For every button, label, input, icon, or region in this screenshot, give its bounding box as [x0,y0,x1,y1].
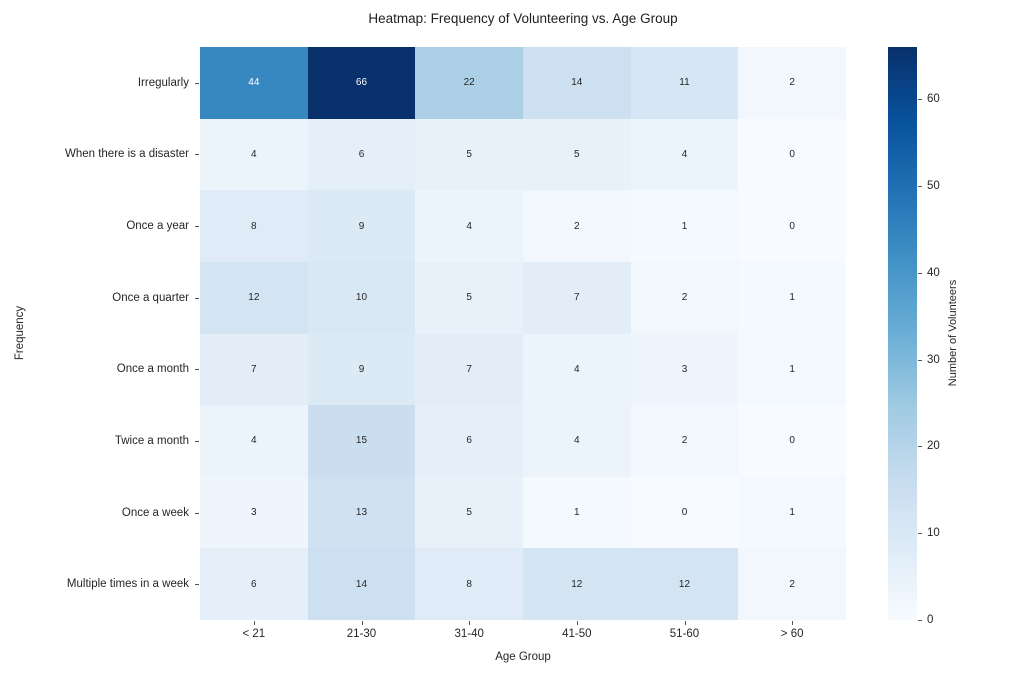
heatmap-cell: 0 [738,118,846,191]
colorbar-tick-label: 40 [927,266,940,279]
heatmap-cell: 9 [307,190,416,262]
heatmap-cell: 5 [415,261,523,334]
y-axis-title: Frequency [14,305,26,361]
heatmap-cell: 6 [307,118,416,191]
heatmap-cell: 7 [415,333,523,406]
heatmap-cell: 0 [738,405,846,477]
colorbar-tick-mark [918,99,922,100]
y-tick-mark [195,298,199,299]
heatmap-cell: 4 [522,405,631,477]
y-tick-mark [195,513,199,514]
heatmap-cell: 12 [630,548,739,620]
heatmap-cell: 7 [522,261,631,334]
x-tick-label: 31-40 [454,628,484,640]
x-tick-mark [254,621,255,625]
heatmap-cell: 2 [738,47,846,119]
y-tick-label: Once a quarter [112,291,189,304]
y-tick-mark [195,584,199,585]
x-tick-mark [577,621,578,625]
heatmap-cell: 22 [415,47,523,119]
x-tick-label: 21-30 [346,628,377,640]
x-tick-mark [792,621,793,625]
y-tick-label: Once a month [116,363,189,376]
heatmap-cell: 2 [522,190,631,262]
heatmap-cell: 1 [738,261,846,334]
colorbar-tick-label: 60 [927,93,940,106]
x-tick-label: > 60 [780,628,804,640]
heatmap-cell: 2 [630,261,739,334]
heatmap-cell: 66 [307,47,416,119]
heatmap-cell: 4 [522,333,631,406]
heatmap-cell: 12 [522,548,631,620]
y-tick-label: Irregularly [137,76,189,89]
y-tick-label: Once a week [121,506,189,519]
x-tick-mark [469,621,470,625]
colorbar-tick-mark [918,620,922,621]
heatmap-cell: 14 [307,548,416,620]
colorbar-gradient [888,47,917,620]
y-tick-label: Multiple times in a week [66,578,189,591]
heatmap-cell: 7 [200,333,308,406]
heatmap-cell: 6 [200,548,308,620]
colorbar-tick-mark [918,273,922,274]
colorbar-tick-mark [918,186,922,187]
y-tick-label: Once a year [126,220,189,233]
colorbar-title: Number of Volunteers [947,279,959,387]
y-tick-mark [195,226,199,227]
heatmap-cell: 3 [200,476,308,549]
colorbar-tick-mark [918,360,922,361]
heatmap-cell: 0 [738,190,846,262]
heatmap-cell: 13 [307,476,416,549]
heatmap-cell: 4 [415,190,523,262]
heatmap-cell: 3 [630,333,739,406]
colorbar-tick-label: 20 [927,440,940,453]
heatmap-cell: 8 [200,190,308,262]
colorbar-tick-label: 0 [927,614,934,626]
y-tick-mark [195,441,199,442]
heatmap-cell: 5 [415,476,523,549]
y-tick-mark [195,83,199,84]
heatmap-cell: 8 [415,548,523,620]
y-tick-label: When there is a disaster [64,148,189,161]
heatmap-cell: 0 [630,476,739,549]
heatmap-cell: 6 [415,405,523,477]
heatmap-cell: 11 [630,47,739,119]
heatmap-cell: 14 [522,47,631,119]
heatmap-cell: 10 [307,261,416,334]
y-tick-mark [195,154,199,155]
x-tick-mark [685,621,686,625]
x-tick-label: 51-60 [669,628,700,640]
colorbar-tick-mark [918,446,922,447]
y-tick-mark [195,369,199,370]
x-axis-title: Age Group [495,651,551,663]
colorbar-tick-label: 10 [927,527,940,540]
heatmap-cell: 15 [307,405,416,477]
heatmap-cell: 1 [738,476,846,549]
colorbar-tick-label: 50 [927,179,940,192]
heatmap-cell: 9 [307,333,416,406]
heatmap-cell: 1 [630,190,739,262]
x-tick-mark [362,621,363,625]
heatmap-cell: 4 [200,118,308,191]
heatmap-cell: 4 [200,405,308,477]
heatmap-cell: 2 [630,405,739,477]
heatmap-cell: 12 [200,261,308,334]
colorbar-tick-mark [918,533,922,534]
colorbar-tick-label: 30 [927,353,940,366]
heatmap-cell: 5 [415,118,523,191]
y-tick-label: Twice a month [114,434,189,447]
heatmap-cell: 1 [738,333,846,406]
x-tick-label: 41-50 [562,628,592,640]
chart-title: Heatmap: Frequency of Volunteering vs. A… [368,11,678,26]
heatmap-cell: 5 [522,118,631,191]
heatmap-grid: 44 66 22 14 11 2 4 6 5 5 4 0 8 9 4 2 1 0 12 10 5 7 2 1 7 9 7 4 3 1 4 15… [200,47,846,620]
heatmap-cell: 2 [738,548,846,620]
heatmap-cell: 1 [522,476,631,549]
x-tick-label: < 21 [242,628,266,640]
heatmap-cell: 4 [630,118,739,191]
heatmap-cell: 44 [200,47,308,119]
